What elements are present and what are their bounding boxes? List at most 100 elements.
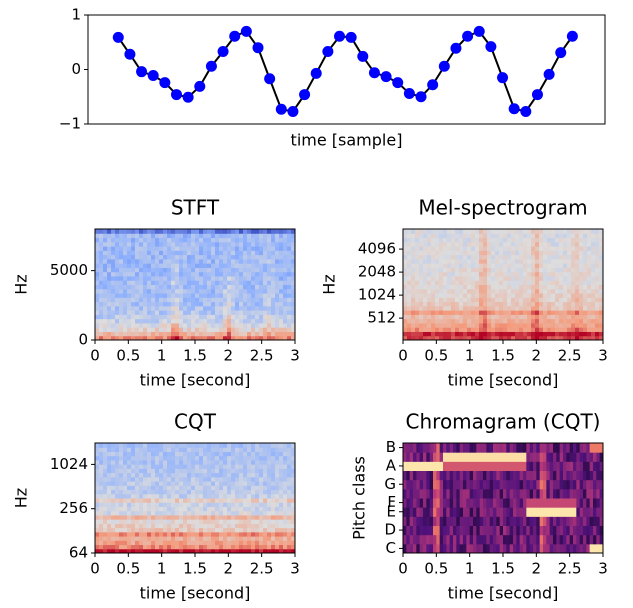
spectrogram-cell	[191, 267, 196, 273]
spectrogram-cell	[499, 275, 504, 281]
chroma-cell	[576, 498, 581, 508]
spectrogram-cell	[207, 327, 212, 332]
chroma-cell	[459, 470, 464, 481]
spectrogram-cell	[183, 271, 188, 277]
spectrogram-cell	[251, 447, 256, 452]
spectrogram-cell	[203, 481, 208, 486]
spectrogram-cell	[99, 229, 104, 234]
spectrogram-cell	[487, 318, 492, 324]
spectrogram-cell	[443, 301, 448, 307]
chroma-cell	[456, 479, 461, 490]
spectrogram-cell	[271, 331, 276, 337]
chroma-cell	[546, 534, 551, 545]
spectrogram-cell	[107, 536, 112, 541]
spectrogram-cell	[267, 536, 272, 541]
chroma-cell	[466, 452, 471, 462]
spectrogram-cell	[131, 233, 136, 239]
spectrogram-cell	[107, 489, 112, 495]
spectrogram-cell	[111, 237, 116, 243]
spectrogram-cell	[127, 233, 132, 239]
spectrogram-cell	[111, 297, 116, 303]
spectrogram-cell	[263, 229, 268, 234]
spectrogram-cell	[543, 267, 548, 273]
spectrogram-cell	[175, 237, 180, 243]
spectrogram-cell	[527, 310, 532, 315]
spectrogram-cell	[155, 459, 160, 465]
spectrogram-cell	[523, 246, 528, 251]
spectrogram-cell	[255, 502, 260, 507]
spectrogram-cell	[599, 254, 604, 260]
spectrogram-cell	[271, 250, 276, 256]
chroma-cell	[406, 498, 411, 508]
spectrogram-cell	[539, 335, 544, 341]
spectrogram-cell	[235, 254, 240, 260]
spectrogram-cell	[215, 464, 220, 469]
spectrogram-cell	[459, 267, 464, 273]
spectrogram-cell	[271, 318, 276, 324]
spectrogram-cell	[259, 267, 264, 273]
spectrogram-cell	[131, 305, 136, 311]
spectrogram-cell	[155, 514, 160, 520]
spectrogram-cell	[223, 540, 228, 546]
spectrogram-cell	[199, 297, 204, 303]
spectrogram-cell	[275, 305, 280, 311]
spectrogram-cell	[575, 305, 580, 311]
spectrogram-cell	[547, 318, 552, 324]
spectrogram-cell	[131, 331, 136, 337]
spectrogram-cell	[495, 331, 500, 337]
chroma-cell	[406, 525, 411, 536]
spectrogram-cell	[227, 229, 232, 234]
spectrogram-cell	[231, 485, 236, 491]
chroma-cell	[463, 452, 467, 462]
spectrogram-cell	[111, 531, 116, 537]
spectrogram-cell	[183, 468, 188, 474]
spectrogram-cell	[163, 443, 168, 448]
chroma-cell	[446, 534, 451, 545]
spectrogram-cell	[559, 258, 564, 264]
spectrogram-cell	[127, 506, 132, 512]
spectrogram-cell	[511, 314, 516, 320]
spectrogram-cell	[191, 455, 196, 461]
spectrogram-cell	[271, 523, 276, 529]
spectrogram-cell	[123, 335, 128, 341]
spectrogram-cell	[599, 280, 604, 285]
spectrogram-cell	[271, 472, 276, 478]
spectrogram-cell	[463, 263, 468, 268]
spectrogram-cell	[219, 314, 224, 320]
spectrogram-cell	[135, 489, 140, 495]
chroma-cell	[556, 543, 561, 554]
spectrogram-cell	[539, 267, 544, 273]
spectrogram-cell	[183, 540, 188, 546]
spectrogram-cell	[151, 327, 156, 332]
spectrogram-cell	[127, 241, 132, 247]
spectrogram-cell	[147, 472, 152, 478]
chroma-cell	[486, 488, 491, 499]
spectrogram-cell	[575, 241, 580, 247]
chroma-cell	[439, 470, 444, 481]
spectrogram-cell	[467, 314, 472, 320]
spectrogram-cell	[487, 280, 492, 285]
spectrogram-cell	[151, 267, 156, 273]
spectrogram-cell	[587, 241, 592, 247]
spectrogram-cell	[143, 331, 148, 337]
spectrogram-cell	[483, 233, 488, 239]
chroma-cell	[589, 534, 594, 545]
spectrogram-cell	[139, 451, 144, 457]
spectrogram-cell	[451, 241, 456, 247]
spectrogram-cell	[267, 229, 272, 234]
spectrogram-cell	[231, 459, 236, 465]
spectrogram-cell	[111, 455, 116, 461]
spectrogram-cell	[95, 493, 100, 499]
spectrogram-cell	[595, 331, 600, 337]
spectrogram-cell	[267, 510, 272, 516]
spectrogram-cell	[263, 263, 268, 268]
chroma-cell	[473, 479, 477, 490]
spectrogram-cell	[251, 548, 256, 554]
chroma-cell	[403, 461, 407, 471]
spectrogram-cell	[127, 310, 132, 315]
spectrogram-cell	[491, 318, 496, 324]
chroma-cell	[419, 461, 424, 471]
spectrogram-cell	[243, 241, 248, 247]
spectrogram-cell	[215, 233, 220, 239]
spectrogram-cell	[519, 297, 524, 303]
